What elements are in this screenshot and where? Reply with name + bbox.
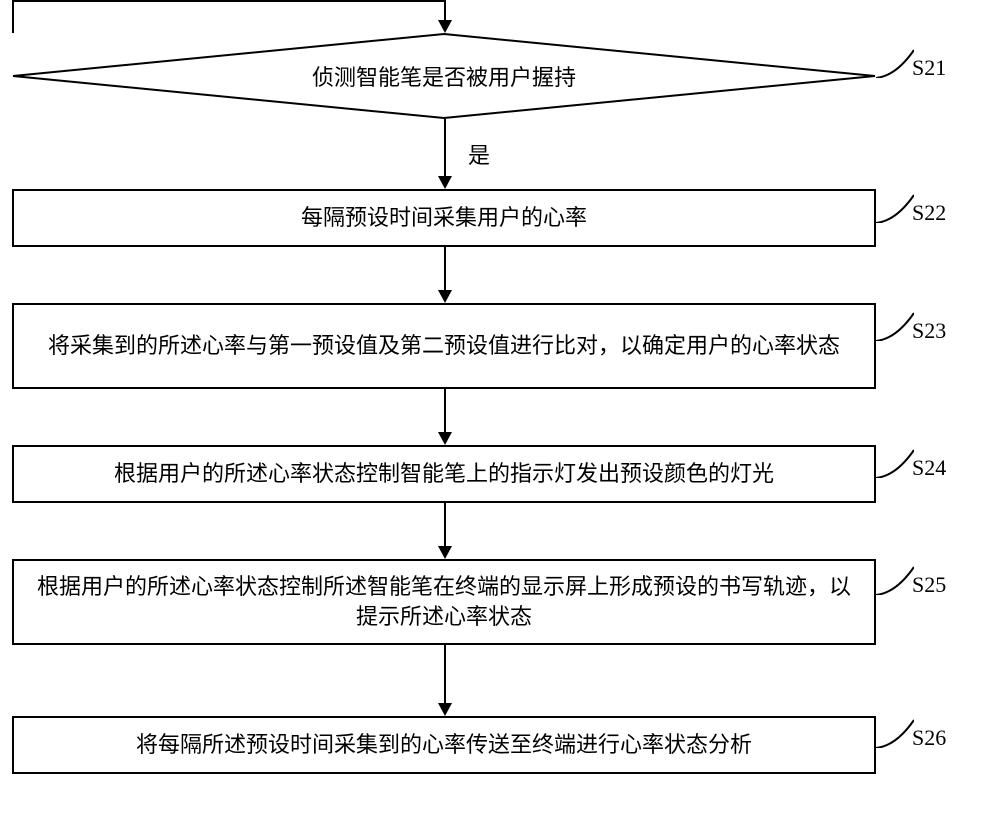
edge-s21-s22 — [444, 119, 446, 177]
edge-loop-top — [12, 0, 446, 2]
step-label-s24: S24 — [912, 455, 946, 481]
edge-s21-s22-head — [438, 176, 452, 189]
step-label-s22: S22 — [912, 200, 946, 226]
node-s21-text: 侦测智能笔是否被用户握持 — [312, 60, 576, 92]
step-label-s21: S21 — [912, 55, 946, 81]
edge-s23-s24-head — [438, 432, 452, 445]
step-curve-s22 — [876, 193, 914, 223]
step-curve-s25 — [876, 565, 914, 595]
node-s25-text: 根据用户的所述心率状态控制所述智能笔在终端的显示屏上形成预设的书写轨迹，以提示所… — [28, 572, 860, 631]
node-s25: 根据用户的所述心率状态控制所述智能笔在终端的显示屏上形成预设的书写轨迹，以提示所… — [12, 559, 876, 645]
edge-s24-s25 — [444, 503, 446, 547]
node-s23-text: 将采集到的所述心率与第一预设值及第二预设值进行比对，以确定用户的心率状态 — [48, 331, 840, 361]
edge-s22-s23 — [444, 247, 446, 291]
node-s24-text: 根据用户的所述心率状态控制智能笔上的指示灯发出预设颜色的灯光 — [114, 459, 774, 489]
node-s24: 根据用户的所述心率状态控制智能笔上的指示灯发出预设颜色的灯光 — [12, 445, 876, 503]
step-curve-s26 — [876, 718, 914, 748]
edge-s25-s26-head — [438, 703, 452, 716]
edge-s23-s24 — [444, 389, 446, 433]
step-label-s23: S23 — [912, 318, 946, 344]
step-label-s26: S26 — [912, 725, 946, 751]
step-curve-s21 — [876, 48, 914, 78]
node-s22-text: 每隔预设时间采集用户的心率 — [301, 203, 587, 233]
node-s22: 每隔预设时间采集用户的心率 — [12, 189, 876, 247]
edge-s22-s23-head — [438, 290, 452, 303]
flowchart-canvas: 否 侦测智能笔是否被用户握持 S21 是 每隔预设时间采集用户的心率 S22 将… — [0, 0, 1000, 813]
step-curve-s23 — [876, 311, 914, 341]
node-s21: 侦测智能笔是否被用户握持 — [12, 33, 876, 119]
edge-s25-s26 — [444, 645, 446, 704]
edge-s24-s25-head — [438, 546, 452, 559]
edge-entry — [444, 0, 446, 22]
node-s26: 将每隔所述预设时间采集到的心率传送至终端进行心率状态分析 — [12, 716, 876, 774]
edge-entry-head — [438, 20, 452, 33]
step-label-s25: S25 — [912, 572, 946, 598]
node-s23: 将采集到的所述心率与第一预设值及第二预设值进行比对，以确定用户的心率状态 — [12, 303, 876, 389]
node-s26-text: 将每隔所述预设时间采集到的心率传送至终端进行心率状态分析 — [136, 730, 752, 760]
edge-label-yes: 是 — [468, 138, 490, 170]
step-curve-s24 — [876, 448, 914, 478]
